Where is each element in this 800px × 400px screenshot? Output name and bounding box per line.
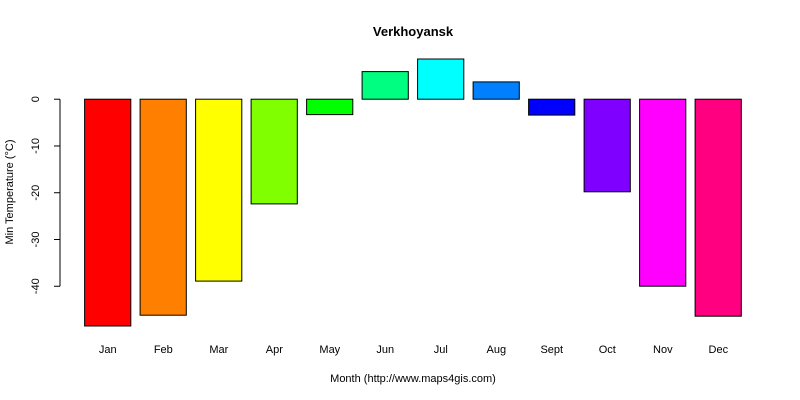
x-tick-label-aug: Aug xyxy=(487,344,507,356)
bar-oct xyxy=(583,98,631,193)
x-tick-label-may: May xyxy=(319,344,340,356)
bar-nov xyxy=(639,98,687,287)
y-tick-label: -40 xyxy=(30,278,42,294)
y-tick-label: -30 xyxy=(30,232,42,248)
bar-aug xyxy=(472,81,520,100)
bar-jul xyxy=(417,58,465,100)
x-tick-label-feb: Feb xyxy=(154,344,173,356)
x-tick-label-jul: Jul xyxy=(434,344,448,356)
x-tick-label-oct: Oct xyxy=(599,344,616,356)
bar-apr xyxy=(250,98,298,205)
y-axis-label: Min Temperature (°C) xyxy=(4,139,16,244)
bar-jun xyxy=(361,71,409,100)
x-tick-label-apr: Apr xyxy=(266,344,283,356)
bar-jan xyxy=(84,98,132,327)
y-tick-label: -20 xyxy=(30,185,42,201)
y-axis: 0 -10 -20 -30 -40 xyxy=(30,96,61,294)
chart-title: Verkhoyansk xyxy=(373,24,454,39)
x-tick-label-sept: Sept xyxy=(540,344,563,356)
bar-feb xyxy=(139,98,187,316)
x-tick-label-nov: Nov xyxy=(653,344,673,356)
bar-mar xyxy=(195,98,243,282)
x-tick-labels: Jan Feb Mar Apr May Jun Jul Aug Sept Oct Nov Dec xyxy=(99,344,729,356)
y-tick-label: -10 xyxy=(30,138,42,154)
x-tick-label-jun: Jun xyxy=(376,344,394,356)
x-tick-label-jan: Jan xyxy=(99,344,117,356)
bars xyxy=(84,58,742,327)
bar-may xyxy=(306,98,354,116)
bar-sept xyxy=(528,98,576,116)
y-tick-label: 0 xyxy=(30,96,42,102)
x-tick-label-mar: Mar xyxy=(209,344,228,356)
x-axis-label: Month (http://www.maps4gis.com) xyxy=(330,373,496,385)
x-tick-label-dec: Dec xyxy=(709,344,729,356)
bar-dec xyxy=(694,98,742,317)
